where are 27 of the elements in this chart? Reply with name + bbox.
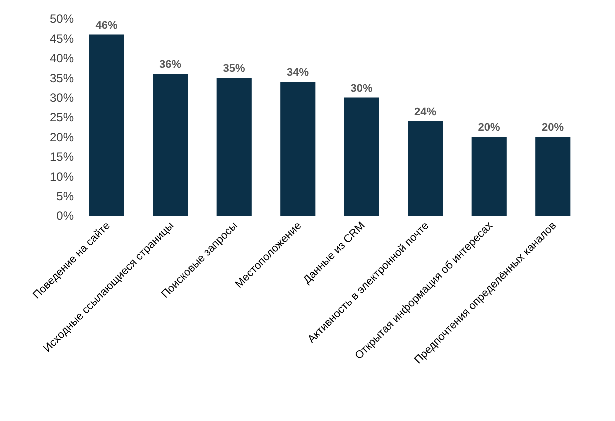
bar xyxy=(89,34,124,216)
y-tick-label: 30% xyxy=(50,91,74,105)
data-label: 34% xyxy=(287,67,310,80)
data-label: 20% xyxy=(478,122,500,134)
data-label: 36% xyxy=(160,59,182,72)
y-tick-label: 5% xyxy=(56,190,74,204)
bar xyxy=(216,78,252,216)
y-tick-label: 40% xyxy=(50,52,74,66)
bar xyxy=(344,98,380,216)
y-tick-label: 50% xyxy=(50,12,74,26)
bar xyxy=(153,74,188,216)
y-tick-label: 20% xyxy=(50,130,74,144)
y-tick-label: 15% xyxy=(50,150,74,164)
y-tick-label: 0% xyxy=(56,209,74,224)
bar xyxy=(472,137,507,216)
data-label: 35% xyxy=(223,63,246,76)
y-tick-label: 25% xyxy=(50,110,74,125)
bar xyxy=(280,82,316,216)
data-label: 24% xyxy=(414,106,437,118)
y-tick-label: 35% xyxy=(50,71,74,86)
data-label: 46% xyxy=(96,20,118,32)
bar xyxy=(536,137,571,216)
bar xyxy=(408,121,444,216)
data-label: 30% xyxy=(350,82,373,95)
data-label: 20% xyxy=(542,122,564,134)
y-tick-label: 45% xyxy=(50,32,74,46)
y-tick-label: 10% xyxy=(50,170,74,184)
